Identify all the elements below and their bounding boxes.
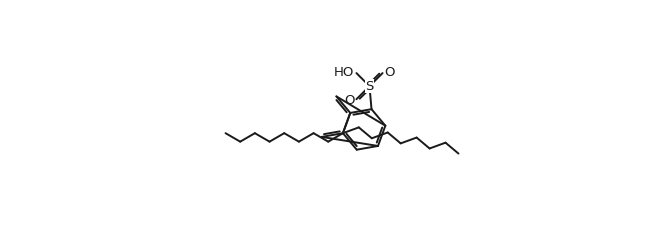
Text: O: O	[344, 94, 355, 107]
Text: O: O	[384, 66, 394, 79]
Text: HO: HO	[334, 66, 354, 79]
Text: S: S	[365, 80, 374, 93]
